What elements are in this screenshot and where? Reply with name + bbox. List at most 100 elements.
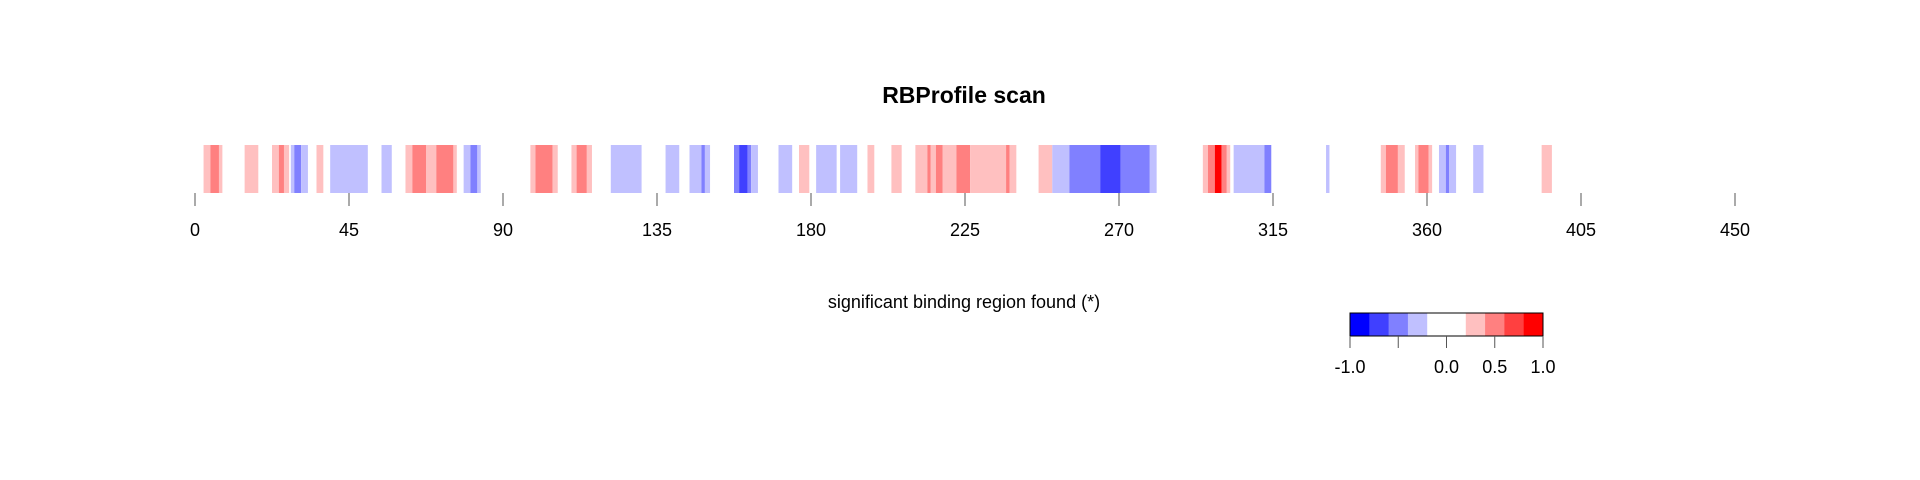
significance-note: significant binding region found (*) (828, 292, 1100, 312)
scan-segment (1428, 145, 1433, 193)
scan-segment (453, 145, 457, 193)
scan-segment (1120, 145, 1150, 193)
x-axis: 0 45 90 135 180 225 270 315 360 405 450 (190, 193, 1750, 240)
scan-segment (330, 145, 368, 193)
scan-segment (816, 145, 837, 193)
scan-heat-strip (203, 145, 1552, 193)
legend-swatch (1350, 313, 1370, 336)
x-tick-label: 135 (642, 220, 672, 240)
scan-segment (915, 145, 928, 193)
legend-tick-label: -1.0 (1334, 357, 1365, 377)
scan-segment (586, 145, 592, 193)
scan-segment (1326, 145, 1330, 193)
scan-segment (571, 145, 577, 193)
scan-segment (930, 145, 936, 193)
scan-segment (942, 145, 957, 193)
scan-segment (689, 145, 702, 193)
scan-segment (552, 145, 558, 193)
scan-segment (1052, 145, 1070, 193)
legend-tick-label: 0.5 (1482, 357, 1507, 377)
scan-segment (1541, 145, 1552, 193)
scan-segment (1438, 145, 1446, 193)
scan-segment (1418, 145, 1429, 193)
scan-segment (283, 145, 290, 193)
chart-title: RBProfile scan (882, 82, 1046, 108)
scan-segment (1214, 145, 1222, 193)
scan-segment (203, 145, 211, 193)
legend-swatch (1369, 313, 1390, 336)
scan-segment (935, 145, 943, 193)
scan-segment (970, 145, 1007, 193)
scan-segment (956, 145, 971, 193)
scan-segment (1397, 145, 1405, 193)
scan-segment (840, 145, 858, 193)
scan-segment (218, 145, 223, 193)
scan-segment (1100, 145, 1121, 193)
scan-segment (1264, 145, 1272, 193)
legend-swatch (1427, 313, 1447, 336)
x-tick-label: 450 (1720, 220, 1750, 240)
scan-segment (891, 145, 902, 193)
scan-segment (535, 145, 553, 193)
scan-segment (405, 145, 413, 193)
scan-segment (1038, 145, 1053, 193)
scan-segment (751, 145, 758, 193)
color-legend: -1.0 0.0 0.5 1.0 (1334, 312, 1556, 377)
x-tick-label: 270 (1104, 220, 1134, 240)
x-tick-label: 405 (1566, 220, 1596, 240)
scan-segment (381, 145, 392, 193)
scan-segment (463, 145, 471, 193)
scan-segment (1202, 145, 1208, 193)
scan-segment (278, 145, 284, 193)
legend-swatch (1485, 313, 1505, 336)
scan-segment (1009, 145, 1017, 193)
x-tick-label: 45 (339, 220, 359, 240)
legend-swatch (1523, 313, 1544, 336)
scan-segment (747, 145, 752, 193)
scan-segment (1385, 145, 1398, 193)
scan-segment (734, 145, 740, 193)
scan-segment (316, 145, 324, 193)
scan-segment (610, 145, 642, 193)
scan-segment (290, 145, 295, 193)
x-tick-label: 90 (493, 220, 513, 240)
x-tick-label: 180 (796, 220, 826, 240)
scan-segment (1380, 145, 1386, 193)
legend-tick-label: 0.0 (1434, 357, 1459, 377)
scan-segment (530, 145, 536, 193)
legend-swatch (1465, 313, 1486, 336)
scan-segment (1207, 145, 1215, 193)
scan-segment (701, 145, 705, 193)
scan-segment (1233, 145, 1265, 193)
x-tick-label: 0 (190, 220, 200, 240)
legend-tick-label: 1.0 (1530, 357, 1555, 377)
scan-segment (210, 145, 219, 193)
x-tick-label: 225 (950, 220, 980, 240)
legend-swatch (1388, 313, 1409, 336)
scan-segment (739, 145, 748, 193)
legend-swatch (1446, 313, 1467, 336)
scan-segment (1221, 145, 1227, 193)
scan-segment (436, 145, 454, 193)
x-tick-label: 360 (1412, 220, 1442, 240)
scan-segment (470, 145, 478, 193)
scan-segment (799, 145, 810, 193)
scan-segment (294, 145, 302, 193)
scan-segment (272, 145, 279, 193)
scan-segment (1226, 145, 1231, 193)
scan-segment (1415, 145, 1419, 193)
scan-segment (412, 145, 426, 193)
scan-segment (927, 145, 931, 193)
legend-swatch (1504, 313, 1525, 336)
scan-segment (1473, 145, 1484, 193)
scan-segment (426, 145, 437, 193)
scan-segment (1006, 145, 1010, 193)
scan-segment (867, 145, 875, 193)
scan-segment (665, 145, 680, 193)
legend-swatch (1407, 313, 1428, 336)
scan-segment (1449, 145, 1457, 193)
scan-segment (1149, 145, 1157, 193)
scan-segment (244, 145, 259, 193)
scan-segment (1069, 145, 1101, 193)
